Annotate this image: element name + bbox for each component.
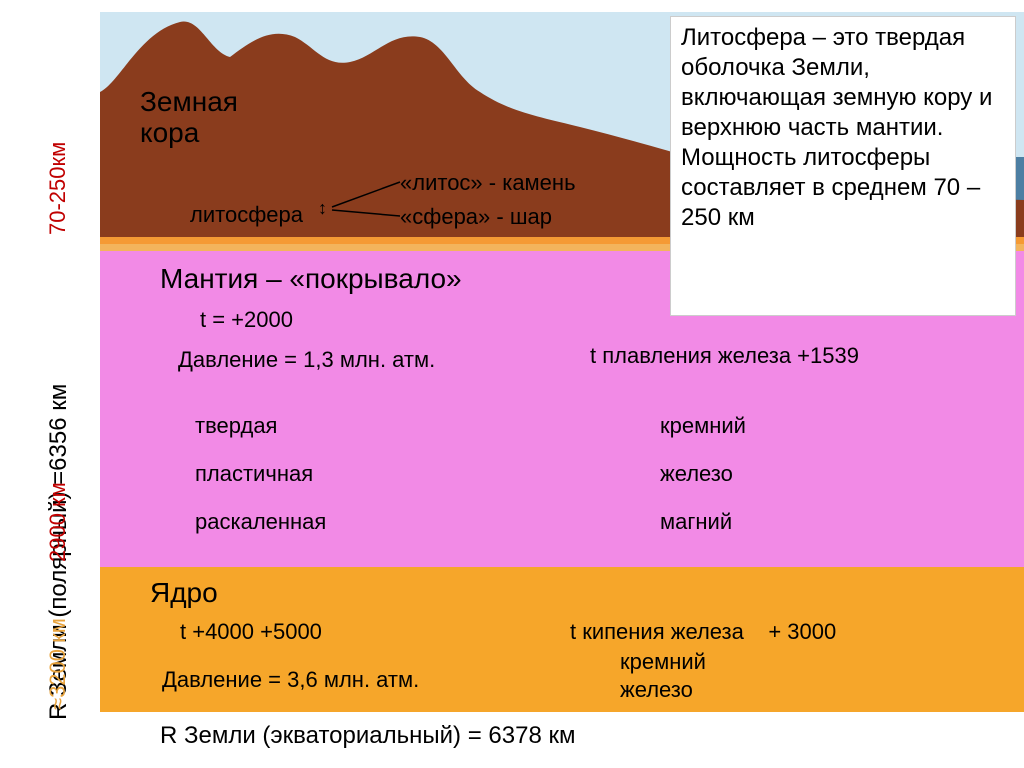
iron-melting-point: t плавления железа +1539 [590,343,859,369]
core-elem-iron: железо [620,677,693,703]
core-elem-silicon: кремний [620,649,706,675]
lithosphere-definition-box: Литосфера – это твердая оболочка Земли, … [670,16,1016,316]
mantle-prop-hot: раскаленная [195,509,326,535]
core-temp: t +4000 +5000 [180,619,322,645]
mantle-elem-iron: железо [660,461,733,487]
mantle-elem-magnesium: магний [660,509,732,535]
iron-boiling-point: t кипения железа + 3000 [570,619,836,645]
mantle-prop-solid: твердая [195,413,277,439]
mantle-pressure: Давление = 1,3 млн. атм. [178,347,435,373]
mantle-title: Мантия – «покрывало» [160,263,462,295]
mantle-elem-silicon: кремний [660,413,746,439]
core-pressure: Давление = 3,6 млн. атм. [162,667,419,693]
depth-marker-mantle: 2900 км [45,382,71,562]
depth-marker-core: ≈3200 км [45,540,71,710]
diagram-area: Земная кора литосфера «литос» - камень «… [100,12,1024,712]
mantle-temp: t = +2000 [200,307,293,333]
core-layer: Ядро t +4000 +5000 Давление = 3,6 млн. а… [100,567,1024,712]
depth-marker-lithosphere: 70-250км [45,75,71,235]
mantle-prop-plastic: пластичная [195,461,313,487]
page: R Земли (полярный) =6356 км 70-250км 290… [0,0,1024,768]
equatorial-radius-label: R Земли (экваториальный) = 6378 км [160,722,575,750]
core-title: Ядро [150,577,218,609]
vertical-axis-labels: R Земли (полярный) =6356 км 70-250км 290… [0,0,90,720]
